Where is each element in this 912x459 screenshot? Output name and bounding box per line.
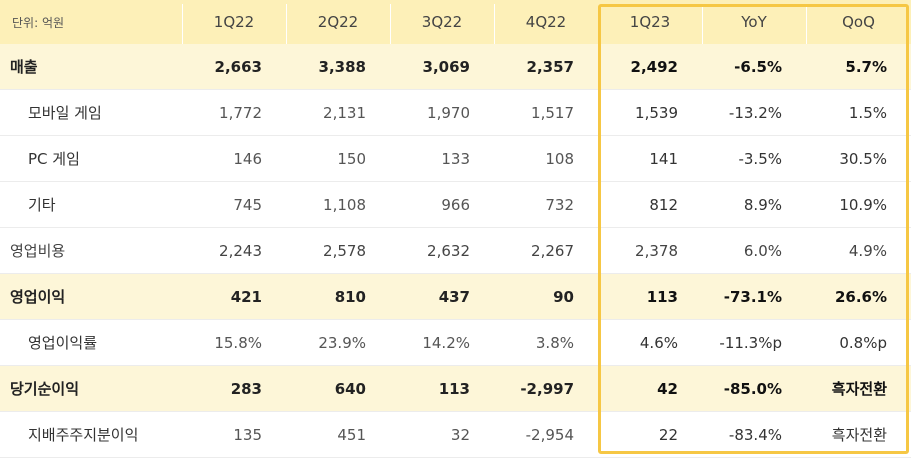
cell-2q22: 23.9% xyxy=(286,319,390,366)
cell-qoq: 30.5% xyxy=(806,135,911,182)
cell-3q22: 32 xyxy=(390,411,494,458)
column-header-1q22: 1Q22 xyxy=(182,0,286,44)
cell-1q23: 141 xyxy=(598,135,702,182)
row-label: PC 게임 xyxy=(0,135,182,182)
cell-qoq: 5.7% xyxy=(806,44,911,90)
cell-2q22: 640 xyxy=(286,365,390,412)
header-divider xyxy=(494,4,495,44)
header-divider xyxy=(390,4,391,44)
cell-4q22: 90 xyxy=(494,273,598,320)
table-row-other: 기타 745 1,108 966 732 812 8.9% 10.9% xyxy=(0,181,911,228)
column-header-qoq: QoQ xyxy=(806,0,911,44)
cell-3q22: 1,970 xyxy=(390,89,494,136)
cell-qoq: 10.9% xyxy=(806,181,911,228)
header-divider xyxy=(702,4,703,44)
table-row-operating-margin: 영업이익률 15.8% 23.9% 14.2% 3.8% 4.6% -11.3%… xyxy=(0,319,911,366)
cell-yoy: -83.4% xyxy=(702,411,806,458)
cell-4q22: 732 xyxy=(494,181,598,228)
cell-1q23: 4.6% xyxy=(598,319,702,366)
cell-3q22: 14.2% xyxy=(390,319,494,366)
cell-4q22: -2,954 xyxy=(494,411,598,458)
cell-1q22: 2,243 xyxy=(182,227,286,274)
cell-qoq: 4.9% xyxy=(806,227,911,274)
cell-1q23: 1,539 xyxy=(598,89,702,136)
cell-1q23: 113 xyxy=(598,273,702,320)
row-label: 당기순이익 xyxy=(0,365,182,412)
row-label: 영업이익률 xyxy=(0,319,182,366)
column-header-2q22: 2Q22 xyxy=(286,0,390,44)
cell-1q23: 2,378 xyxy=(598,227,702,274)
cell-4q22: 1,517 xyxy=(494,89,598,136)
cell-qoq: 흑자전환 xyxy=(806,365,911,412)
cell-3q22: 966 xyxy=(390,181,494,228)
row-label: 모바일 게임 xyxy=(0,89,182,136)
row-label: 매출 xyxy=(0,44,182,90)
cell-2q22: 1,108 xyxy=(286,181,390,228)
cell-yoy: -85.0% xyxy=(702,365,806,412)
cell-4q22: 2,267 xyxy=(494,227,598,274)
table-row-mobile-game: 모바일 게임 1,772 2,131 1,970 1,517 1,539 -13… xyxy=(0,89,911,136)
cell-2q22: 2,578 xyxy=(286,227,390,274)
cell-1q22: 283 xyxy=(182,365,286,412)
cell-yoy: -13.2% xyxy=(702,89,806,136)
cell-4q22: 108 xyxy=(494,135,598,182)
cell-1q22: 745 xyxy=(182,181,286,228)
row-label: 영업이익 xyxy=(0,273,182,320)
table-header-row: 단위: 억원 1Q22 2Q22 3Q22 4Q22 1Q23 YoY QoQ xyxy=(0,0,911,44)
cell-3q22: 437 xyxy=(390,273,494,320)
cell-1q22: 135 xyxy=(182,411,286,458)
table-row-operating-profit: 영업이익 421 810 437 90 113 -73.1% 26.6% xyxy=(0,273,911,320)
cell-3q22: 113 xyxy=(390,365,494,412)
cell-1q22: 1,772 xyxy=(182,89,286,136)
column-header-3q22: 3Q22 xyxy=(390,0,494,44)
cell-yoy: -73.1% xyxy=(702,273,806,320)
row-label: 영업비용 xyxy=(0,227,182,274)
table-row-pc-game: PC 게임 146 150 133 108 141 -3.5% 30.5% xyxy=(0,135,911,182)
cell-3q22: 2,632 xyxy=(390,227,494,274)
cell-2q22: 451 xyxy=(286,411,390,458)
cell-4q22: 2,357 xyxy=(494,44,598,90)
cell-qoq: 흑자전환 xyxy=(806,411,911,458)
row-label: 지배주주지분이익 xyxy=(0,411,182,458)
cell-1q23: 22 xyxy=(598,411,702,458)
cell-qoq: 1.5% xyxy=(806,89,911,136)
cell-qoq: 0.8%p xyxy=(806,319,911,366)
column-header-4q22: 4Q22 xyxy=(494,0,598,44)
table-row-operating-expenses: 영업비용 2,243 2,578 2,632 2,267 2,378 6.0% … xyxy=(0,227,911,274)
cell-3q22: 3,069 xyxy=(390,44,494,90)
cell-1q23: 42 xyxy=(598,365,702,412)
cell-4q22: 3.8% xyxy=(494,319,598,366)
cell-1q22: 15.8% xyxy=(182,319,286,366)
cell-1q22: 421 xyxy=(182,273,286,320)
cell-yoy: -6.5% xyxy=(702,44,806,90)
cell-yoy: 8.9% xyxy=(702,181,806,228)
table-row-revenue: 매출 2,663 3,388 3,069 2,357 2,492 -6.5% 5… xyxy=(0,44,911,90)
cell-1q23: 812 xyxy=(598,181,702,228)
cell-1q22: 2,663 xyxy=(182,44,286,90)
header-divider xyxy=(182,4,183,44)
column-header-yoy: YoY xyxy=(702,0,806,44)
cell-yoy: -11.3%p xyxy=(702,319,806,366)
header-divider xyxy=(806,4,807,44)
column-header-1q23: 1Q23 xyxy=(598,0,702,44)
table-row-net-income: 당기순이익 283 640 113 -2,997 42 -85.0% 흑자전환 xyxy=(0,365,911,412)
cell-yoy: -3.5% xyxy=(702,135,806,182)
cell-qoq: 26.6% xyxy=(806,273,911,320)
cell-2q22: 2,131 xyxy=(286,89,390,136)
cell-1q22: 146 xyxy=(182,135,286,182)
cell-2q22: 150 xyxy=(286,135,390,182)
cell-yoy: 6.0% xyxy=(702,227,806,274)
table-row-controlling-interest-income: 지배주주지분이익 135 451 32 -2,954 22 -83.4% 흑자전… xyxy=(0,411,911,458)
cell-1q23: 2,492 xyxy=(598,44,702,90)
unit-label: 단위: 억원 xyxy=(0,0,182,44)
cell-2q22: 3,388 xyxy=(286,44,390,90)
cell-3q22: 133 xyxy=(390,135,494,182)
row-label: 기타 xyxy=(0,181,182,228)
cell-4q22: -2,997 xyxy=(494,365,598,412)
cell-2q22: 810 xyxy=(286,273,390,320)
header-divider xyxy=(286,4,287,44)
